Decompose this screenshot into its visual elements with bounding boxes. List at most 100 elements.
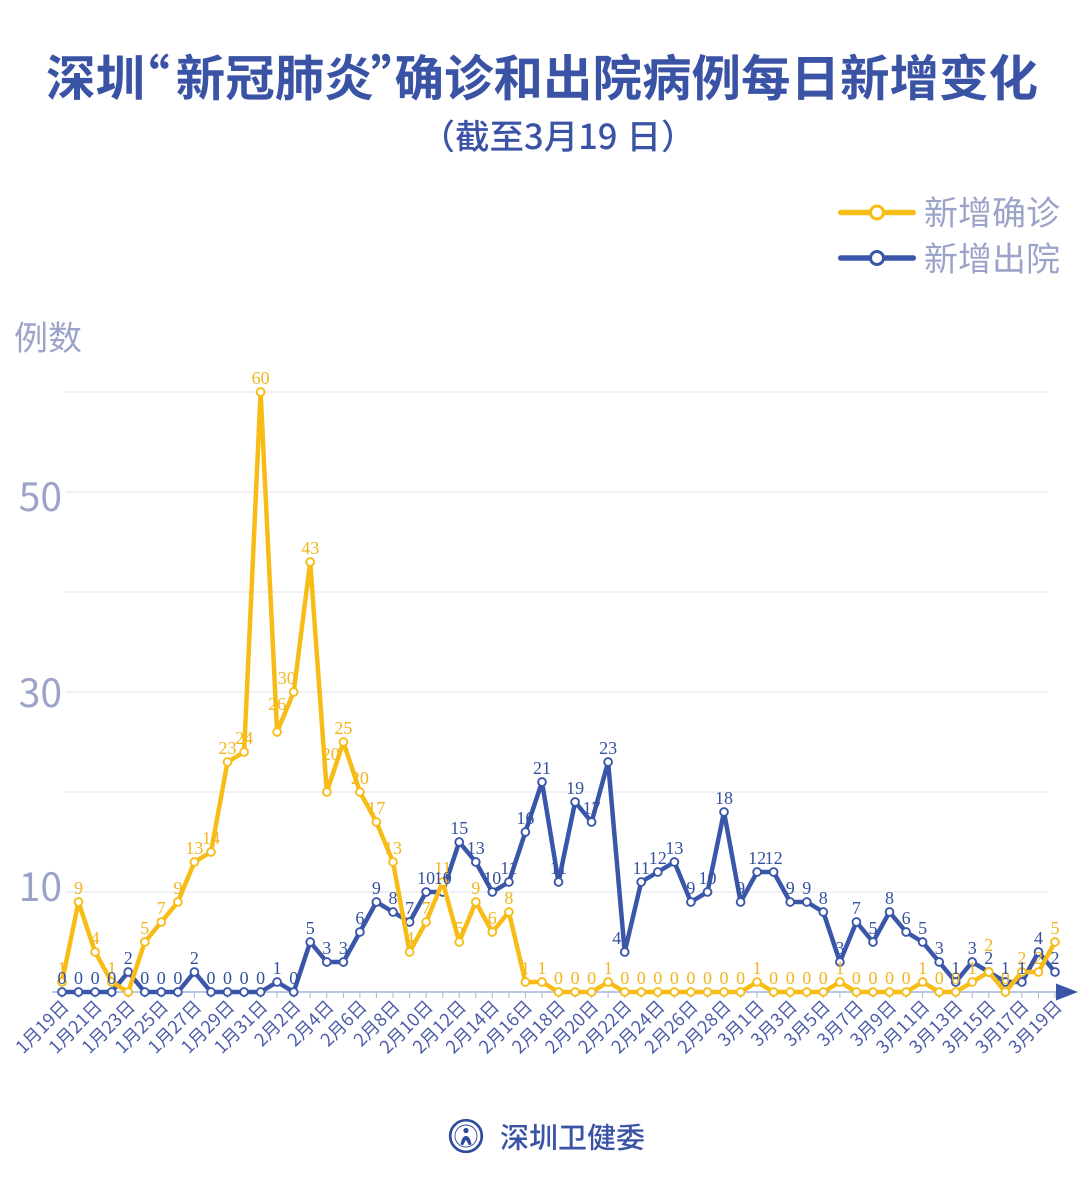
svg-text:4: 4 <box>1034 928 1043 948</box>
svg-text:11: 11 <box>550 858 567 878</box>
svg-text:7: 7 <box>157 898 166 918</box>
svg-text:9: 9 <box>372 878 381 898</box>
svg-text:11: 11 <box>434 858 451 878</box>
svg-text:2: 2 <box>1051 948 1060 968</box>
svg-text:0: 0 <box>74 968 83 988</box>
svg-text:5: 5 <box>918 918 927 938</box>
svg-text:8: 8 <box>504 888 513 908</box>
svg-text:24: 24 <box>235 728 253 748</box>
svg-text:0: 0 <box>802 968 811 988</box>
svg-text:8: 8 <box>819 888 828 908</box>
svg-text:9: 9 <box>74 878 83 898</box>
svg-text:2: 2 <box>984 935 993 955</box>
svg-text:7: 7 <box>405 898 414 918</box>
svg-text:0: 0 <box>289 968 298 988</box>
svg-text:0: 0 <box>587 968 596 988</box>
svg-text:0: 0 <box>256 968 265 988</box>
svg-text:9: 9 <box>786 878 795 898</box>
svg-text:6: 6 <box>902 908 911 928</box>
svg-text:10: 10 <box>483 868 501 888</box>
svg-text:9: 9 <box>471 878 480 898</box>
svg-text:4: 4 <box>91 928 100 948</box>
svg-text:0: 0 <box>951 968 960 988</box>
svg-text:23: 23 <box>599 738 617 758</box>
svg-text:60: 60 <box>252 368 270 388</box>
svg-text:0: 0 <box>620 968 629 988</box>
svg-text:0: 0 <box>91 968 100 988</box>
svg-text:16: 16 <box>516 808 534 828</box>
svg-text:20: 20 <box>322 744 340 764</box>
svg-text:5: 5 <box>455 918 464 938</box>
svg-text:5: 5 <box>869 918 878 938</box>
svg-text:1: 1 <box>1017 958 1026 978</box>
svg-text:1: 1 <box>273 958 282 978</box>
svg-text:15: 15 <box>450 818 468 838</box>
svg-text:7: 7 <box>422 898 431 918</box>
svg-text:1: 1 <box>951 958 960 978</box>
svg-text:8: 8 <box>389 888 398 908</box>
svg-text:3: 3 <box>339 938 348 958</box>
svg-text:19: 19 <box>566 778 584 798</box>
svg-text:26: 26 <box>268 694 286 714</box>
svg-text:11: 11 <box>500 858 517 878</box>
svg-text:1: 1 <box>753 958 762 978</box>
svg-text:0: 0 <box>637 968 646 988</box>
svg-text:30: 30 <box>278 668 296 688</box>
svg-text:1: 1 <box>604 958 613 978</box>
svg-text:18: 18 <box>715 788 733 808</box>
svg-text:6: 6 <box>355 908 364 928</box>
svg-text:43: 43 <box>301 538 319 558</box>
svg-text:5: 5 <box>1051 918 1060 938</box>
svg-text:2: 2 <box>984 948 993 968</box>
svg-text:0: 0 <box>703 968 712 988</box>
svg-text:13: 13 <box>384 838 402 858</box>
svg-text:1: 1 <box>968 958 977 978</box>
svg-text:0: 0 <box>885 968 894 988</box>
svg-text:3: 3 <box>968 938 977 958</box>
svg-text:10: 10 <box>417 868 435 888</box>
svg-text:13: 13 <box>467 838 485 858</box>
svg-text:3: 3 <box>322 938 331 958</box>
svg-text:1: 1 <box>538 958 547 978</box>
svg-text:0: 0 <box>819 968 828 988</box>
svg-text:1: 1 <box>1001 958 1010 978</box>
svg-text:0: 0 <box>157 968 166 988</box>
svg-text:10: 10 <box>434 868 452 888</box>
svg-text:0: 0 <box>140 968 149 988</box>
svg-text:2: 2 <box>124 948 133 968</box>
svg-text:2: 2 <box>1017 948 1026 968</box>
svg-text:3: 3 <box>835 938 844 958</box>
svg-text:25: 25 <box>334 718 352 738</box>
svg-text:0: 0 <box>869 968 878 988</box>
svg-text:1: 1 <box>918 958 927 978</box>
svg-text:9: 9 <box>686 878 695 898</box>
svg-text:11: 11 <box>633 858 650 878</box>
svg-text:12: 12 <box>649 848 667 868</box>
svg-text:0: 0 <box>736 968 745 988</box>
svg-text:0: 0 <box>240 968 249 988</box>
svg-text:0: 0 <box>1001 968 1010 988</box>
svg-text:0: 0 <box>173 968 182 988</box>
svg-text:0: 0 <box>207 968 216 988</box>
svg-text:0: 0 <box>653 968 662 988</box>
svg-text:2: 2 <box>1034 948 1043 968</box>
svg-text:0: 0 <box>107 968 116 988</box>
svg-text:9: 9 <box>802 878 811 898</box>
svg-text:20: 20 <box>351 768 369 788</box>
svg-text:0: 0 <box>670 968 679 988</box>
svg-text:6: 6 <box>488 908 497 928</box>
svg-text:5: 5 <box>140 918 149 938</box>
svg-text:2: 2 <box>190 948 199 968</box>
svg-text:4: 4 <box>612 928 621 948</box>
svg-text:17: 17 <box>367 798 385 818</box>
svg-text:9: 9 <box>173 878 182 898</box>
svg-text:5: 5 <box>306 918 315 938</box>
svg-text:0: 0 <box>571 968 580 988</box>
svg-text:0: 0 <box>686 968 695 988</box>
svg-text:13: 13 <box>665 838 683 858</box>
svg-text:12: 12 <box>748 848 766 868</box>
svg-text:7: 7 <box>852 898 861 918</box>
svg-text:13: 13 <box>185 838 203 858</box>
svg-text:0: 0 <box>935 968 944 988</box>
svg-text:23: 23 <box>219 738 237 758</box>
